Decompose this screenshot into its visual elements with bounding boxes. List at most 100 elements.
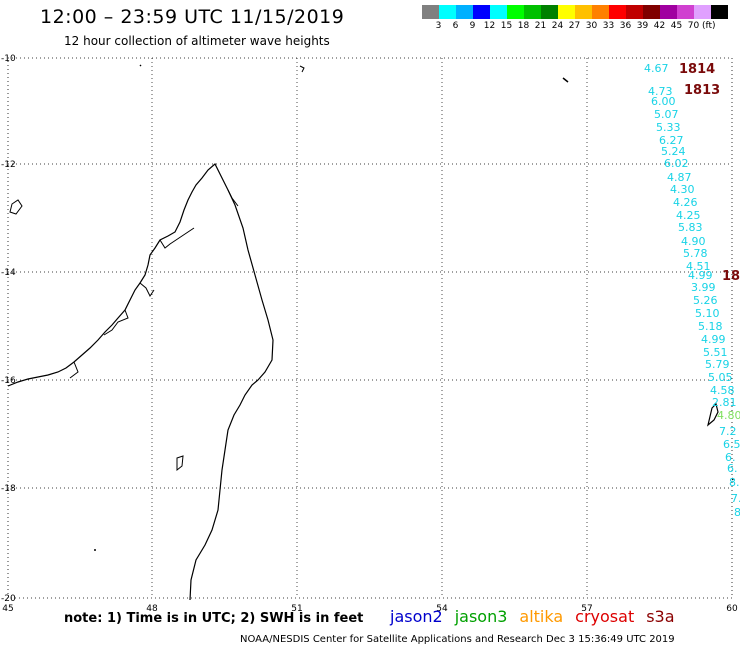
legend-label: 15 <box>500 21 513 31</box>
satellite-label-jason3: jason3 <box>454 607 508 626</box>
longitude-label: 54 <box>436 604 448 614</box>
legend-swatch <box>592 5 609 19</box>
wave-height-value: 4.73 <box>648 85 673 98</box>
legend-swatch <box>643 5 660 19</box>
latitude-label: -14 <box>1 268 16 278</box>
island-east <box>176 455 184 472</box>
wave-height-value: 5.79 <box>705 358 730 371</box>
wave-height-value: 5.07 <box>654 108 679 121</box>
wave-height-value: 3.99 <box>691 281 716 294</box>
latitude-label: -20 <box>1 594 16 604</box>
legend-swatch <box>677 5 694 19</box>
legend-label: 12 <box>483 21 496 31</box>
wave-height-value: 8 <box>734 506 740 519</box>
wave-height-value: 5.78 <box>683 247 708 260</box>
map-grid <box>8 58 732 598</box>
satellite-legend: jason2 jason3 altika cryosat s3a <box>390 607 687 626</box>
legend-swatch <box>524 5 541 19</box>
wave-height-value: 6. <box>727 462 738 475</box>
wave-height-value: 4.30 <box>670 183 695 196</box>
island-tromelin <box>562 77 569 83</box>
legend-swatch <box>473 5 490 19</box>
legend-label: 70 <box>687 21 700 31</box>
legend-swatch <box>660 5 677 19</box>
longitude-label: 57 <box>581 604 592 614</box>
map-title: 12:00 – 23:59 UTC 11/15/2019 <box>40 6 345 28</box>
satellite-label-cryosat: cryosat <box>575 607 635 626</box>
legend-swatch <box>575 5 592 19</box>
wave-height-value: 5.10 <box>695 307 720 320</box>
wave-height-value: 5.83 <box>678 221 703 234</box>
wave-height-value: 4.90 <box>681 235 706 248</box>
legend-labels: 3 6 9 12 15 18 21 24 27 30 33 36 39 42 45 70 (ft) <box>422 21 716 31</box>
satellite-label-altika: altika <box>519 607 564 626</box>
wave-height-value: 7. <box>731 492 740 505</box>
wave-height-value: 5.51 <box>703 346 728 359</box>
legend-label: 24 <box>551 21 564 31</box>
wave-height-value: 4.80 <box>717 409 740 422</box>
island-dots <box>94 64 734 551</box>
legend-label: 27 <box>568 21 581 31</box>
wave-height-value: 5.24 <box>661 145 686 158</box>
wave-height-value: 5.18 <box>698 320 723 333</box>
legend-swatch <box>507 5 524 19</box>
wave-height-value: 6.00 <box>651 95 676 108</box>
wave-height-color-legend <box>422 5 728 19</box>
legend-label: 6 <box>452 21 459 31</box>
satellite-label-jason2: jason2 <box>390 607 443 626</box>
longitude-label: 51 <box>291 604 302 614</box>
legend-swatch <box>490 5 507 19</box>
wave-height-value: 8. <box>729 476 740 489</box>
legend-unit: (ft) <box>702 21 716 31</box>
madagascar-coastline <box>7 163 274 601</box>
wave-height-value: 4.99 <box>688 269 713 282</box>
island-reunion-area <box>707 402 719 427</box>
wave-height-value: 6. <box>725 451 736 464</box>
madagascar-west-bays <box>69 189 239 379</box>
legend-label: 3 <box>435 21 442 31</box>
legend-swatch <box>694 5 711 19</box>
legend-label: 18 <box>517 21 530 31</box>
map-frame <box>7 57 733 599</box>
pass-time-label: 1814 <box>679 62 715 77</box>
legend-label: 42 <box>653 21 666 31</box>
wave-height-value: 2.81 <box>712 396 737 409</box>
wave-height-value: 4.87 <box>667 171 692 184</box>
satellite-label-s3a: s3a <box>646 607 675 626</box>
longitude-label: 45 <box>2 604 13 614</box>
wave-height-value: 6.27 <box>659 134 684 147</box>
latitude-labels: -10 -12 -14 -16 -18 -20 <box>1 54 16 604</box>
wave-height-value: 4.67 <box>644 62 669 75</box>
latitude-label: -10 <box>1 54 16 64</box>
wave-height-observations: 4.67 4.736.005.075.336.275.246.024.874.30… <box>644 62 740 519</box>
footer-note: note: 1) Time is in UTC; 2) SWH is in fe… <box>64 611 364 626</box>
island-nosy-be <box>9 199 23 215</box>
legend-label: 36 <box>619 21 632 31</box>
wave-height-value: 4.99 <box>701 333 726 346</box>
legend-label: 9 <box>469 21 476 31</box>
legend-swatch <box>711 5 728 19</box>
legend-label: 33 <box>602 21 615 31</box>
wave-height-value: 5.33 <box>656 121 681 134</box>
wave-height-value: 7.2 <box>719 425 737 438</box>
footer-credit: NOAA/NESDIS Center for Satellite Applica… <box>240 634 675 645</box>
wave-height-value: 4.51 <box>686 260 711 273</box>
legend-swatch <box>439 5 456 19</box>
map-subtitle: 12 hour collection of altimeter wave hei… <box>64 34 330 48</box>
legend-swatch <box>541 5 558 19</box>
wave-height-value: 6.02 <box>664 157 689 170</box>
wave-height-value: 4.26 <box>673 196 698 209</box>
pass-time-label: 18 <box>722 269 740 284</box>
legend-label: 45 <box>670 21 683 31</box>
island-agalega <box>299 65 305 73</box>
wave-height-value: 6.5 <box>723 438 740 451</box>
wave-height-value: 5.26 <box>693 294 718 307</box>
latitude-label: -16 <box>1 376 16 386</box>
legend-swatch <box>609 5 626 19</box>
longitude-labels: 45 48 51 54 57 60 <box>2 604 738 614</box>
wave-height-value: 4.58 <box>710 384 735 397</box>
wave-height-value: 5.05 <box>708 371 733 384</box>
legend-swatch <box>422 5 439 19</box>
wave-height-value: 4.25 <box>676 209 701 222</box>
